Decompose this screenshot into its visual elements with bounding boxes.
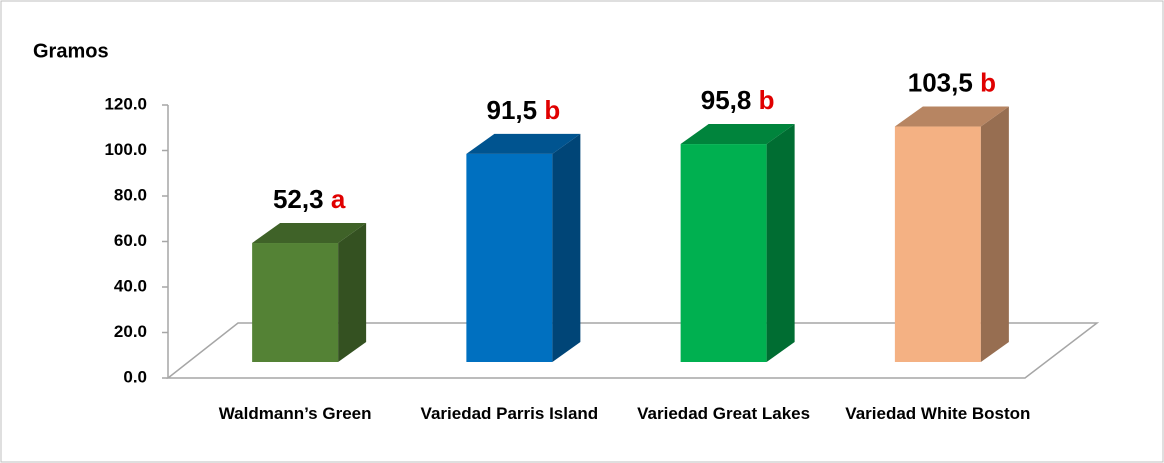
bar: [894, 126, 981, 362]
significance-letter: b: [544, 95, 560, 125]
y-tick-label: 40.0: [114, 276, 147, 295]
value-label-number: 91,5: [487, 95, 538, 125]
x-tick-label: Variedad Parris Island: [420, 404, 599, 423]
y-tick-label: 120.0: [104, 94, 147, 113]
y-tick-label: 100.0: [104, 140, 147, 159]
bar-side: [338, 223, 367, 362]
x-tick-label: Waldmann’s Green: [218, 404, 372, 423]
y-tick-label: 20.0: [114, 322, 147, 341]
value-label-number: 103,5: [908, 67, 973, 97]
x-tick-label: Variedad Great Lakes: [637, 404, 811, 423]
x-tick-label: Variedad White Boston: [845, 404, 1031, 423]
value-label: 103,5 b: [908, 67, 996, 97]
y-axis-label: Gramos: [33, 40, 109, 62]
y-tick-label: 0.0: [123, 367, 147, 386]
value-label-number: 52,3: [273, 184, 324, 214]
y-tick-label: 60.0: [114, 231, 147, 250]
value-label: 91,5 b: [487, 95, 561, 125]
significance-letter: a: [331, 184, 346, 214]
bar-top: [252, 223, 367, 244]
bar-side: [552, 133, 581, 362]
significance-letter: b: [980, 67, 996, 97]
significance-letter: b: [759, 85, 775, 115]
bar-side: [766, 124, 795, 363]
value-label: 95,8 b: [701, 85, 775, 115]
value-label-number: 95,8: [701, 85, 752, 115]
y-tick-label: 80.0: [114, 185, 147, 204]
floor: [165, 322, 1100, 379]
bar-top: [680, 124, 795, 145]
bar: [466, 153, 553, 362]
bar: [252, 243, 339, 362]
value-label: 52,3 a: [273, 184, 346, 214]
bar-side: [980, 106, 1009, 362]
bar-top: [894, 106, 1009, 127]
bar: [680, 144, 767, 362]
bar-top: [466, 133, 581, 154]
